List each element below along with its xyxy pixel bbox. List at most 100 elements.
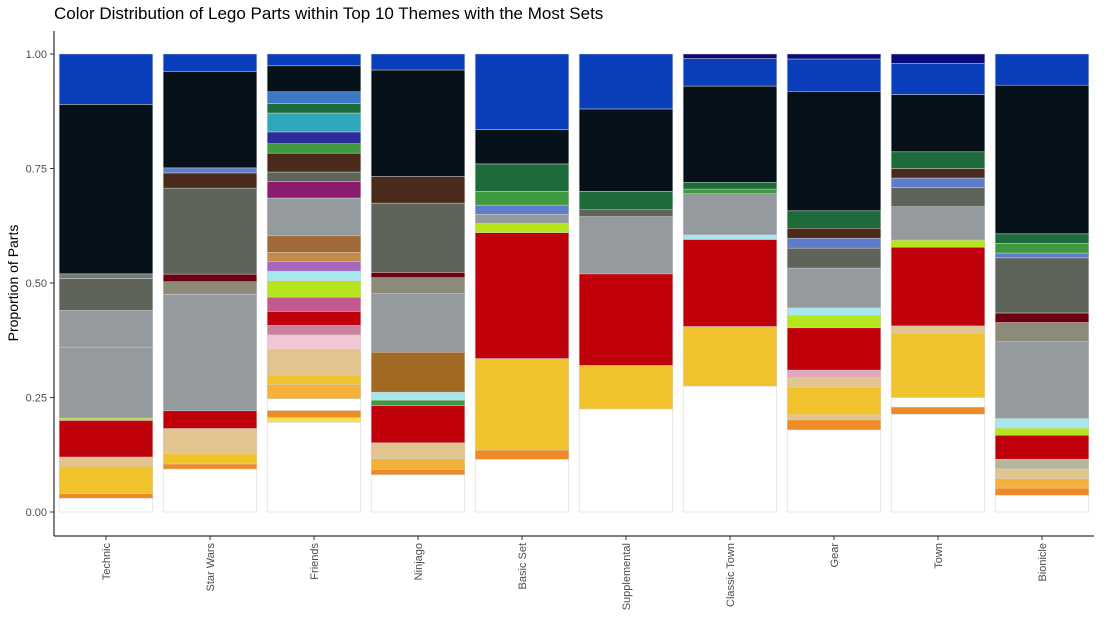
bar-segment <box>266 325 362 336</box>
bar-segment <box>786 58 882 92</box>
bar-segment <box>58 417 154 421</box>
bar-segment <box>890 63 986 95</box>
bar-segment <box>370 277 466 294</box>
bar-segment <box>162 167 258 174</box>
bar-segment <box>474 449 570 460</box>
bar-segment <box>58 273 154 279</box>
bar-segment <box>474 163 570 192</box>
bar-segment <box>890 168 986 179</box>
bar-segment <box>578 53 674 110</box>
bar-segment <box>682 234 778 240</box>
bar-segment <box>370 405 466 444</box>
bar-segment <box>58 278 154 311</box>
bar-segment <box>58 104 154 275</box>
y-ticks-layer: 0.00 0.25 0.50 0.75 1.00 <box>26 49 54 519</box>
bar-segment <box>786 210 882 229</box>
bar-segment <box>994 53 1090 86</box>
bar-segment <box>58 498 154 513</box>
chart-title: Color Distribution of Lego Parts within … <box>54 4 604 23</box>
bar-segment <box>786 315 882 329</box>
bar-segment <box>578 408 674 513</box>
y-tick-label: 0.75 <box>26 164 47 176</box>
bar-segment <box>58 420 154 458</box>
y-axis-title: Proportion of Parts <box>5 225 21 342</box>
bar-segment <box>994 494 1090 513</box>
bar-segment <box>994 435 1090 460</box>
bar-segment <box>994 418 1090 429</box>
bar-segment <box>890 94 986 153</box>
bar-segment <box>578 191 674 210</box>
bar-segment <box>266 374 362 385</box>
x-tick-label: Supplemental <box>621 543 633 610</box>
bar-classic-town <box>682 53 778 513</box>
bar-segment <box>994 84 1090 235</box>
bar-segment <box>266 417 362 423</box>
bar-segment <box>266 252 362 262</box>
bar-segment <box>474 214 570 224</box>
bar-segment <box>682 58 778 87</box>
bar-segment <box>266 152 362 173</box>
bar-segment <box>994 478 1090 489</box>
x-tick-label: Ninjago <box>413 543 425 580</box>
bar-segment <box>162 410 258 429</box>
bar-segment <box>682 326 778 387</box>
bar-segment <box>890 325 986 334</box>
bar-segment <box>786 369 882 378</box>
x-tick-label: Gear <box>829 543 841 568</box>
bar-segment <box>786 53 882 60</box>
bar-basic-set <box>474 53 570 513</box>
bar-segment <box>162 281 258 295</box>
bar-segment <box>994 341 1090 419</box>
bar-supplemental <box>578 53 674 513</box>
bar-segment <box>370 442 466 459</box>
bar-segment <box>786 267 882 309</box>
bar-segment <box>994 322 1090 343</box>
bar-segment <box>266 384 362 399</box>
bar-segment <box>890 397 986 408</box>
bar-segment <box>58 346 154 419</box>
x-tick-label: Classic Town <box>725 543 737 607</box>
bar-friends <box>266 53 362 513</box>
y-tick-label: 1.00 <box>26 49 47 61</box>
bar-segment <box>266 143 362 154</box>
bar-segment <box>682 181 778 190</box>
bar-segment <box>266 91 362 104</box>
bar-segment <box>370 272 466 278</box>
bar-segment <box>890 332 986 398</box>
bar-segment <box>786 414 882 421</box>
bar-segment <box>890 151 986 169</box>
bar-segment <box>890 246 986 327</box>
bar-segment <box>786 327 882 371</box>
bar-segment <box>786 419 882 431</box>
bar-segment <box>162 463 258 470</box>
bar-segment <box>370 53 466 71</box>
x-tick-label: Town <box>933 543 945 569</box>
y-tick-label: 0.50 <box>26 278 47 290</box>
bar-segment <box>682 239 778 327</box>
bar-segment <box>370 399 466 406</box>
x-tick-label: Bionicle <box>1037 543 1049 582</box>
bar-bionicle <box>994 53 1090 513</box>
bar-segment <box>370 202 466 273</box>
bar-segment <box>994 487 1090 496</box>
bar-segment <box>370 69 466 177</box>
bar-segment <box>58 456 154 467</box>
bar-segment <box>58 493 154 499</box>
bar-segment <box>162 294 258 412</box>
bar-segment <box>370 469 466 475</box>
bar-segment <box>682 188 778 194</box>
bar-segment <box>266 296 362 312</box>
bar-segment <box>162 71 258 169</box>
bar-segment <box>162 453 258 465</box>
x-tick-label: Basic Set <box>517 543 529 589</box>
bar-segment <box>266 235 362 253</box>
bar-segment <box>890 206 986 241</box>
bar-segment <box>890 239 986 248</box>
x-tick-label: Friends <box>309 543 321 580</box>
bar-segment <box>266 348 362 376</box>
bar-segment <box>162 53 258 72</box>
bar-segment <box>162 273 258 282</box>
bar-segment <box>162 172 258 189</box>
bar-segment <box>786 307 882 316</box>
